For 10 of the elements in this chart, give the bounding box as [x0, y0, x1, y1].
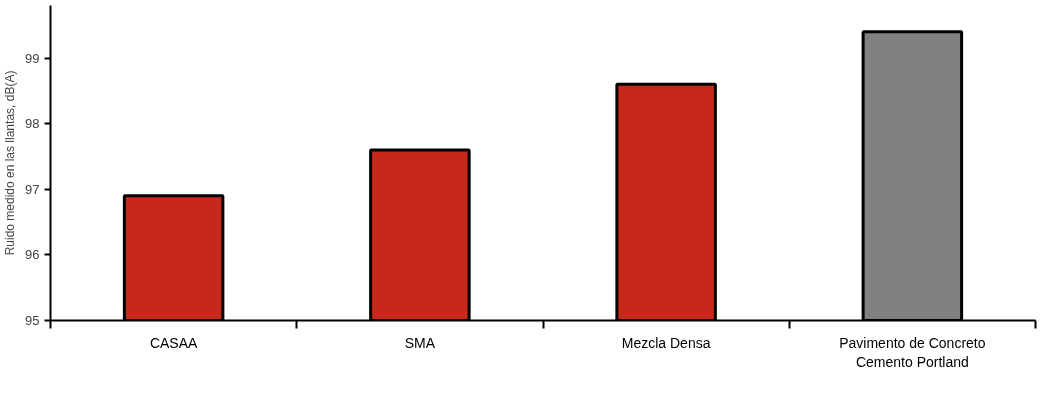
y-tick-label: 95 [25, 313, 40, 328]
y-axis-title: Ruido medido en las llantas, dB(A) [3, 70, 18, 256]
y-tick-label: 98 [25, 116, 40, 132]
x-tick-label: CASAA [149, 334, 199, 351]
y-tick-label: 97 [25, 181, 40, 197]
y-tick-label: 96 [25, 247, 40, 263]
x-tick-label: Pavimento de Concreto Cemento Portland [839, 334, 986, 370]
x-tick-label: Mezcla Densa [621, 334, 711, 351]
x-tick-label: SMA [404, 334, 436, 351]
y-tick-label: 99 [25, 50, 40, 66]
